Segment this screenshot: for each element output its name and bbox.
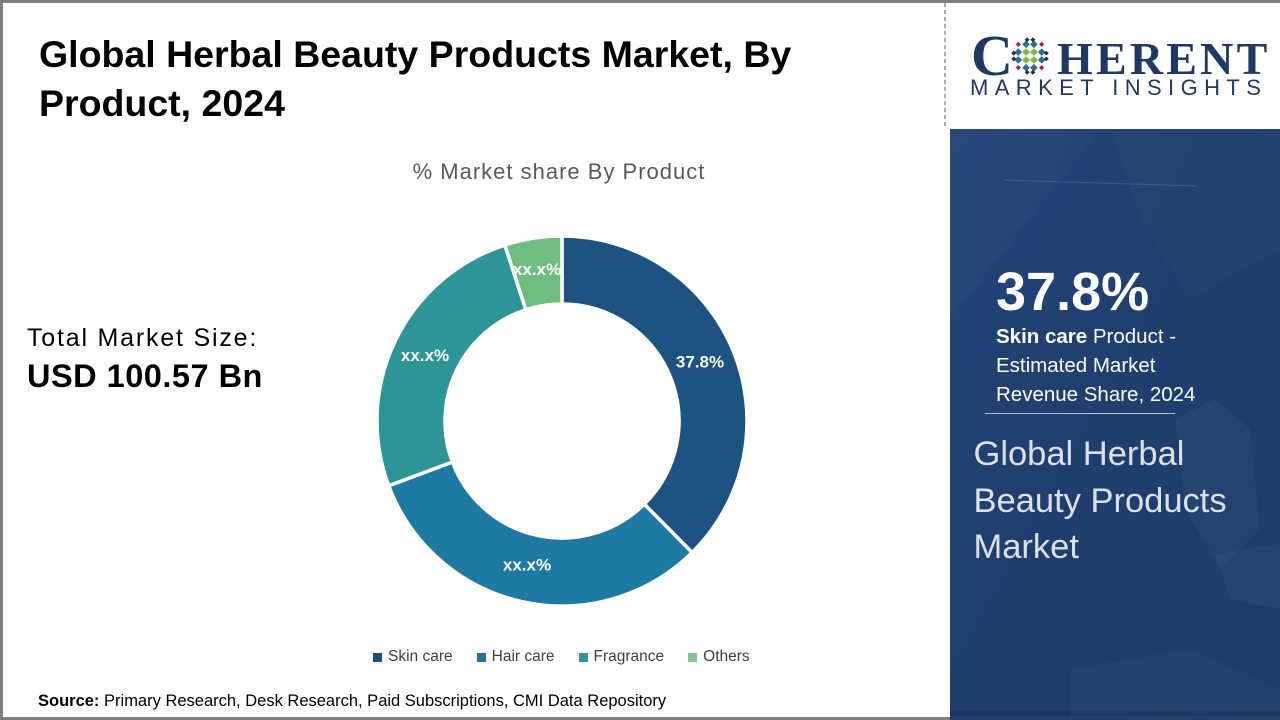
svg-text:37.8%: 37.8%	[676, 353, 724, 372]
svg-text:xx.x%: xx.x%	[503, 556, 551, 575]
svg-text:xx.x%: xx.x%	[401, 346, 449, 365]
svg-text:xx.x%: xx.x%	[513, 260, 561, 279]
